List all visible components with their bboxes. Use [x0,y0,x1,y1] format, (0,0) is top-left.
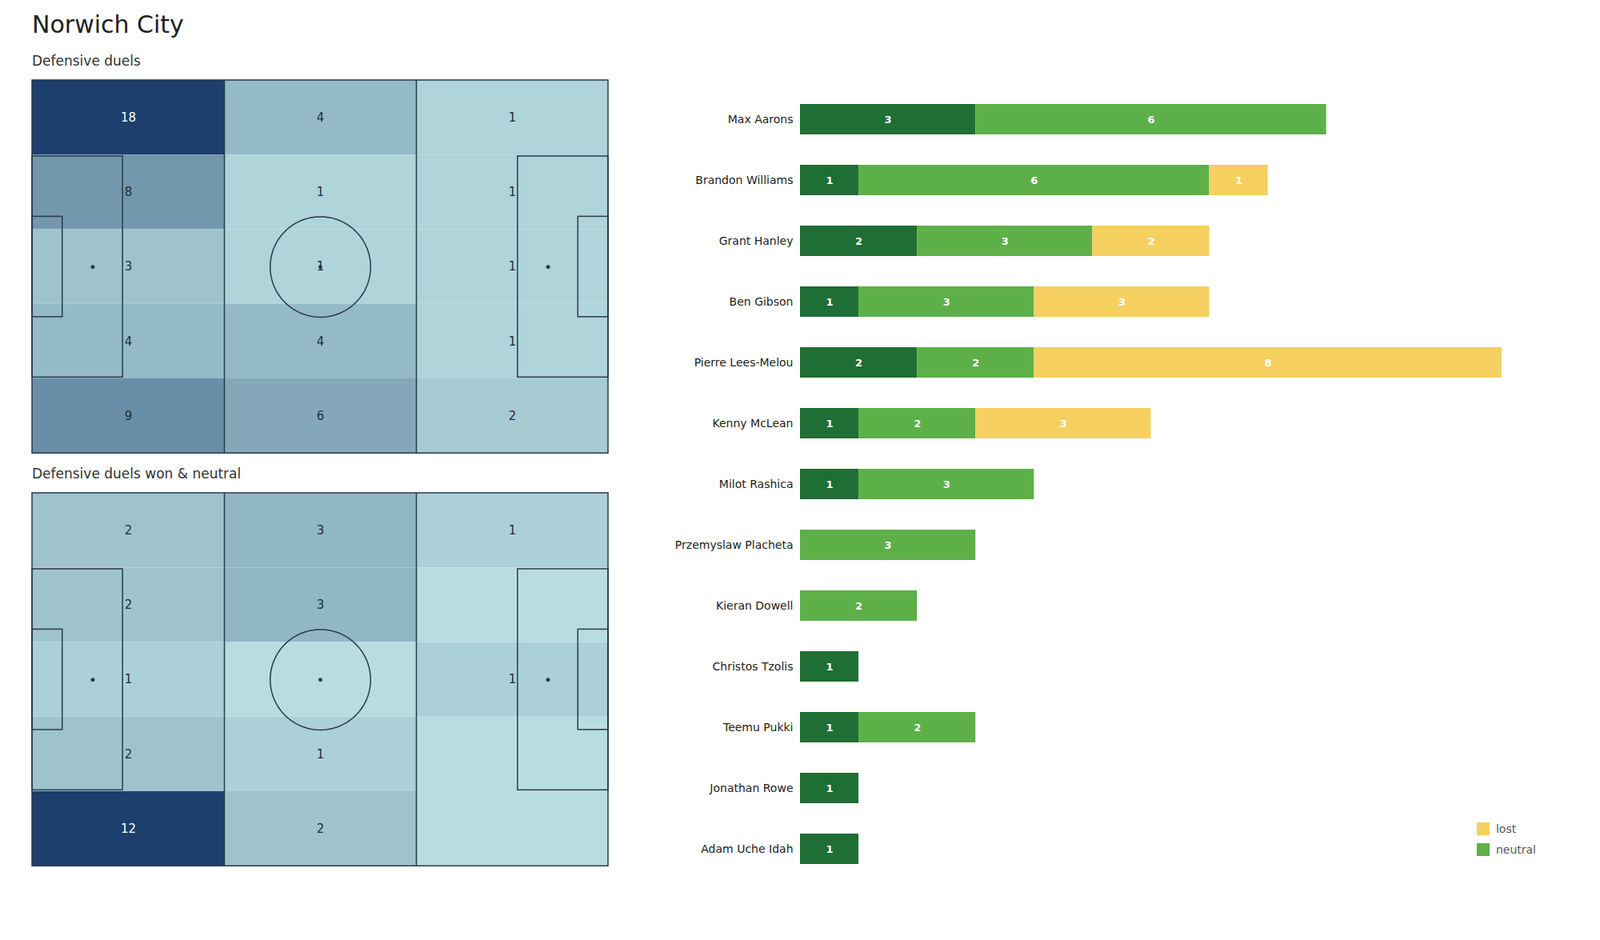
html-text:lost: lost [1495,822,1517,836]
svg-text:3: 3 [943,296,951,308]
svg-text:Teemu Pukki: Teemu Pukki [722,720,794,734]
svg-text:1: 1 [316,259,325,274]
svg-text:3: 3 [316,523,325,538]
svg-text:2: 2 [913,721,921,734]
svg-text:1: 1 [826,721,834,734]
svg-text:2: 2 [124,747,133,762]
svg-text:3: 3 [124,259,133,274]
svg-text:2: 2 [855,356,863,369]
svg-text:12: 12 [120,821,136,836]
svg-text:Grant Hanley: Grant Hanley [719,234,794,248]
svg-text:4: 4 [124,334,133,349]
svg-text:1: 1 [826,174,834,187]
svg-text:6: 6 [1147,113,1155,126]
html-text:Defensive duels: Defensive duels [32,52,141,69]
svg-text:1: 1 [316,747,325,762]
svg-text:4: 4 [316,110,325,125]
svg-text:Kenny McLean: Kenny McLean [712,416,794,430]
svg-text:2: 2 [316,821,325,836]
svg-text:1: 1 [826,417,834,430]
svg-text:Przemyslaw Placheta: Przemyslaw Placheta [675,538,794,552]
svg-text:3: 3 [884,539,892,552]
svg-text:6: 6 [1030,174,1038,187]
svg-text:Max Aarons: Max Aarons [728,112,794,126]
svg-text:1: 1 [124,672,133,688]
svg-text:1: 1 [826,843,834,856]
svg-text:1: 1 [508,110,517,125]
svg-text:3: 3 [884,113,892,126]
svg-text:1: 1 [826,782,834,795]
svg-text:3: 3 [1001,235,1009,248]
svg-text:1: 1 [316,184,325,200]
svg-text:2: 2 [508,408,517,424]
svg-text:1: 1 [508,523,517,538]
svg-text:Adam Uche Idah: Adam Uche Idah [700,842,793,856]
svg-text:1: 1 [508,259,517,274]
svg-text:3: 3 [943,478,951,491]
svg-text:1: 1 [508,334,517,349]
svg-text:6: 6 [316,408,325,424]
svg-text:Pierre Lees-Melou: Pierre Lees-Melou [694,356,794,369]
svg-text:2: 2 [1147,235,1155,248]
svg-text:3: 3 [1060,417,1068,430]
html-text:neutral: neutral [1495,843,1536,856]
svg-text:2: 2 [855,600,863,612]
html-text:Defensive duels won & neutral: Defensive duels won & neutral [32,465,241,482]
svg-text:3: 3 [1118,296,1126,308]
svg-text:Kieran Dowell: Kieran Dowell [716,599,794,612]
svg-text:9: 9 [124,408,133,424]
svg-text:2: 2 [972,356,980,369]
svg-text:2: 2 [124,523,133,538]
svg-text:Ben Gibson: Ben Gibson [729,295,794,308]
svg-text:4: 4 [316,334,325,349]
svg-text:8: 8 [124,184,133,200]
html-text:Norwich City: Norwich City [32,10,184,38]
svg-text:Christos Tzolis: Christos Tzolis [712,660,794,673]
svg-text:2: 2 [124,597,133,612]
svg-text:3: 3 [316,597,325,612]
svg-text:1: 1 [1235,174,1243,187]
svg-text:8: 8 [1264,356,1272,369]
svg-text:Jonathan Rowe: Jonathan Rowe [708,781,793,795]
svg-text:Brandon Williams: Brandon Williams [695,173,793,187]
svg-text:18: 18 [120,110,136,125]
svg-text:1: 1 [508,672,517,688]
svg-text:2: 2 [855,235,863,248]
svg-text:1: 1 [826,660,834,673]
svg-text:1: 1 [826,478,834,491]
svg-text:2: 2 [913,417,921,430]
svg-text:Milot Rashica: Milot Rashica [719,477,794,491]
svg-text:1: 1 [826,296,834,308]
svg-text:1: 1 [508,184,517,200]
